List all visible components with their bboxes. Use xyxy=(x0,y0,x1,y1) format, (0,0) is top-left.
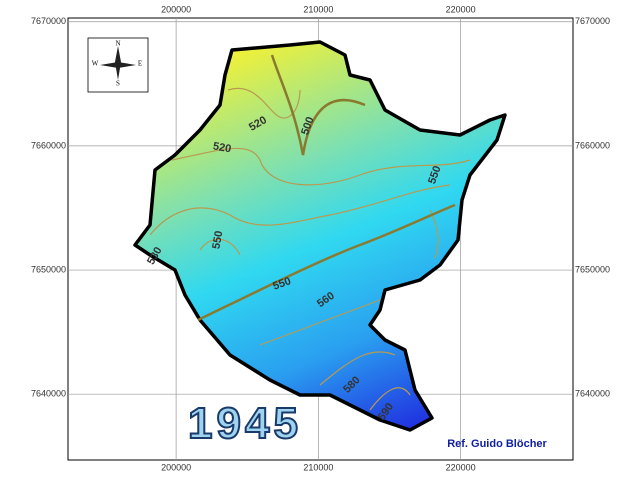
compass-west: W xyxy=(92,60,99,68)
credit: Ref. Guido Blöcher xyxy=(447,438,547,450)
year: 1945 xyxy=(188,399,302,448)
x-tick-label: 200000 xyxy=(161,462,191,472)
y-tick-label: 7660000 xyxy=(31,140,66,150)
contour-label: 520 xyxy=(212,140,232,155)
y-tick-label: 7640000 xyxy=(31,389,66,399)
compass-south: S xyxy=(116,80,120,88)
compass-north: N xyxy=(115,40,120,48)
x-tick-label: 220000 xyxy=(446,4,476,14)
major-contours xyxy=(197,54,456,322)
y-tick-label: 7670000 xyxy=(31,16,66,26)
y-tick-label: 7650000 xyxy=(575,264,610,274)
contour-label: 550 xyxy=(210,230,225,250)
compass: N S E W xyxy=(87,37,149,93)
contours xyxy=(149,87,471,411)
y-tick-label: 7660000 xyxy=(575,140,610,150)
y-tick-label: 7650000 xyxy=(31,264,66,274)
compass-east: E xyxy=(138,60,142,68)
y-tick-label: 7640000 xyxy=(575,389,610,399)
region xyxy=(133,40,507,432)
x-tick-label: 210000 xyxy=(303,4,333,14)
contour-label: 550 xyxy=(426,164,444,185)
contour-label: 500 xyxy=(299,115,317,136)
y-tick-label: 7670000 xyxy=(575,16,610,26)
contour-label: 550 xyxy=(271,275,292,293)
x-tick-label: 220000 xyxy=(446,462,476,472)
x-tick-label: 210000 xyxy=(303,462,333,472)
x-tick-label: 200000 xyxy=(161,4,191,14)
